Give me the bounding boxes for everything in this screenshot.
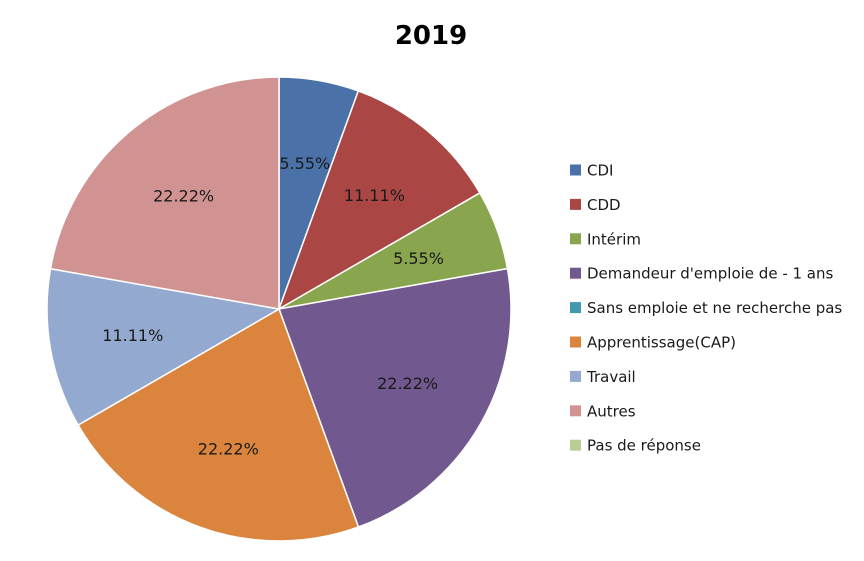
pie-slice-apprentissage-cap — [77, 307, 360, 542]
legend-swatch-interim — [570, 233, 581, 245]
legend-label-pas-de-reponse: Pas de réponse — [587, 437, 701, 455]
legend-label-autres: Autres — [587, 402, 636, 420]
legend-swatch-cdd — [570, 198, 581, 210]
legend-label-interim: Intérim — [587, 230, 641, 248]
legend-swatch-demandeur-d-emploie-de-1-ans — [570, 267, 581, 279]
data-label-cdi: 5.55% — [279, 154, 330, 173]
chart-title: 2019 — [395, 21, 467, 51]
legend-label-sans-emploie-et-ne-recherche-pas: Sans emploie et ne recherche pas — [587, 299, 842, 317]
pie-slice-cdd — [277, 90, 481, 311]
data-label-cdd: 11.11% — [344, 186, 405, 205]
pie-slice-demandeur-d-emploie-de-1-ans — [277, 267, 512, 528]
pie-slice-autres — [49, 76, 280, 310]
legend-label-travail: Travail — [586, 368, 636, 386]
data-label-interim: 5.55% — [393, 249, 444, 268]
legend-swatch-autres — [570, 405, 581, 417]
pie-slice-travail — [46, 267, 282, 427]
chart-legend: CDI CDD Intérim Demandeur d'emploie de - 1 … — [570, 162, 842, 455]
data-label-demandeur-d-emploie-de-1-ans: 22.22% — [377, 374, 438, 393]
data-label-travail: 11.11% — [102, 326, 163, 345]
data-label-autres: 22.22% — [153, 186, 214, 205]
pie-slices — [46, 76, 512, 542]
legend-swatch-cdi — [570, 164, 581, 176]
legend-swatch-travail — [570, 370, 581, 382]
legend-swatch-apprentissage-cap — [570, 336, 581, 348]
legend-label-cdd: CDD — [587, 196, 621, 214]
legend-label-cdi: CDI — [587, 162, 613, 180]
pie-data-labels: 5.55% 11.11% 5.55% 22.22% 22.22% 11.11% 22.22% — [102, 154, 444, 459]
legend-swatch-sans-emploie-et-ne-recherche-pas — [570, 302, 581, 314]
legend-swatch-pas-de-reponse — [570, 439, 581, 451]
data-label-apprentissage-cap: 22.22% — [198, 440, 259, 459]
legend-label-demandeur-d-emploie-de-1-ans: Demandeur d'emploie de - 1 ans — [587, 265, 834, 283]
legend-label-apprentissage-cap: Apprentissage(CAP) — [587, 334, 736, 352]
